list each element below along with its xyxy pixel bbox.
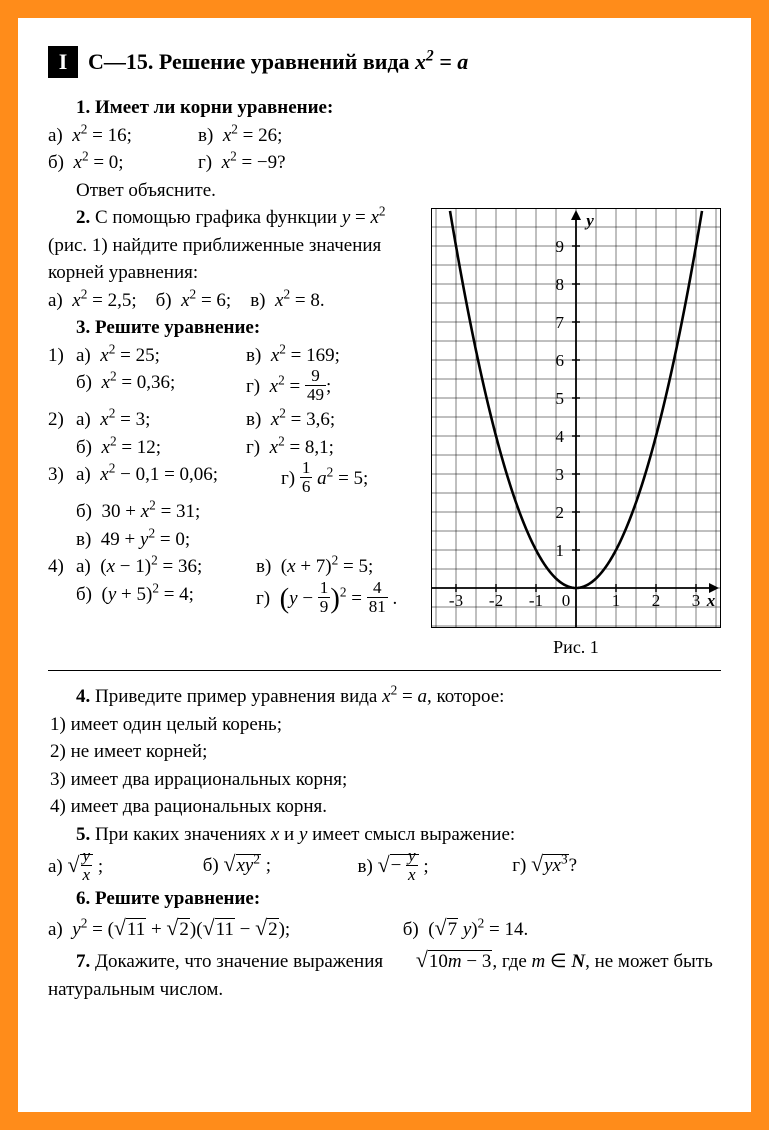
q3-3-r3: в) 49 + y2 = 0; — [48, 526, 417, 554]
divider — [48, 670, 721, 671]
svg-text:3: 3 — [556, 465, 565, 484]
q5-row: а) √yx ; б) √xy2 ; в) √− yx ; г) √yx3? — [48, 849, 721, 886]
q5-a: а) √yx ; — [48, 849, 198, 886]
svg-text:2: 2 — [652, 591, 661, 610]
q6-row: а) y2 = (√11 + √2)(√11 − √2); б) (√7 y)2… — [48, 913, 721, 945]
q1-b: б) x2 = 0; — [48, 149, 198, 177]
q3-2-r1: 2) а) x2 = 3; в) x2 = 3,6; — [48, 406, 417, 434]
title-text: Решение уравнений вида — [159, 49, 415, 74]
q5-g: г) √yx3? — [512, 849, 662, 881]
svg-text:y: y — [584, 211, 594, 230]
q1-row1: а) x2 = 16; в) x2 = 26; — [48, 122, 721, 150]
q7: 7. Докажите, что значение выражения √10m… — [48, 945, 721, 1004]
svg-text:1: 1 — [612, 591, 621, 610]
q3-4-r1: 4) а) (x − 1)2 = 36; в) (x + 7)2 = 5; — [48, 553, 417, 581]
q3-3-v: в) 49 + y2 = 0; — [76, 526, 190, 554]
badge: I — [48, 46, 78, 78]
svg-text:-2: -2 — [489, 591, 503, 610]
svg-text:9: 9 — [556, 237, 565, 256]
graph: -3 -2 -1 0 1 2 3 1 2 3 4 5 6 7 8 9y x — [431, 208, 721, 628]
svg-text:x: x — [706, 591, 716, 610]
graph-wrap: -3 -2 -1 0 1 2 3 1 2 3 4 5 6 7 8 9y x Рис. 1 — [431, 208, 721, 660]
q3-1-a: а) x2 = 25; — [76, 342, 246, 370]
q4-2: 2) не имеет корней; — [50, 738, 721, 766]
q4-3: 3) имеет два иррациональных корня; — [50, 766, 721, 794]
svg-text:6: 6 — [556, 351, 565, 370]
title: С—15. Решение уравнений вида x2 = a — [88, 46, 468, 78]
q3-4-a: а) (x − 1)2 = 36; — [76, 553, 256, 581]
q3-1-v: в) x2 = 169; — [246, 342, 416, 370]
svg-text:4: 4 — [556, 427, 565, 446]
svg-text:5: 5 — [556, 389, 565, 408]
q6-b: б) (√7 y)2 = 14. — [403, 913, 528, 945]
q3-3-g: г) 16 a2 = 5; — [281, 461, 368, 498]
svg-text:-3: -3 — [449, 591, 463, 610]
q4-4: 4) имеет два рациональных корня. — [50, 793, 721, 821]
q3-1-b: б) x2 = 0,36; — [76, 369, 246, 406]
q5-v: в) √− yx ; — [358, 849, 508, 886]
q2-a: а) x2 = 2,5; — [48, 290, 151, 311]
q6-a: а) y2 = (√11 + √2)(√11 − √2); — [48, 913, 398, 945]
q1-answer-note: Ответ объясните. — [48, 177, 721, 205]
q3-1-r1: 1) а) x2 = 25; в) x2 = 169; — [48, 342, 417, 370]
graph-svg: -3 -2 -1 0 1 2 3 1 2 3 4 5 6 7 8 9y x — [431, 208, 721, 628]
q3-4-v: в) (x + 7)2 = 5; — [256, 553, 373, 581]
q3-3-n: 3) — [48, 461, 76, 498]
graph-caption: Рис. 1 — [431, 634, 721, 660]
q3-3-r2: б) 30 + x2 = 31; — [48, 498, 417, 526]
q4-prompt: 4. Приведите пример уравнения вида x2 = … — [48, 683, 721, 711]
q3-1-g: г) x2 = 949; — [246, 369, 416, 406]
svg-text:1: 1 — [556, 541, 565, 560]
q6-prompt: 6. Решите уравнение: — [48, 885, 721, 913]
q3-2-r2: б) x2 = 12; г) x2 = 8,1; — [48, 434, 417, 462]
q5-b: б) √xy2 ; — [203, 849, 353, 881]
q3-1-n: 1) — [48, 342, 76, 370]
q1-v: в) x2 = 26; — [198, 122, 348, 150]
q4-1: 1) имеет один целый корень; — [50, 711, 721, 739]
q1-g: г) x2 = −9? — [198, 149, 348, 177]
q1-prompt: 1. Имеет ли корни уравнение: — [48, 94, 721, 122]
q3-1-r2: б) x2 = 0,36; г) x2 = 949; — [48, 369, 417, 406]
q3-2-a: а) x2 = 3; — [76, 406, 246, 434]
q1-a: а) x2 = 16; — [48, 122, 198, 150]
q3-2-g: г) x2 = 8,1; — [246, 434, 416, 462]
q3-2-b: б) x2 = 12; — [76, 434, 246, 462]
title-formula: x2 = a — [415, 49, 468, 74]
q3-4-r2: б) (y + 5)2 = 4; г) (y − 19)2 = 481 . — [48, 581, 417, 618]
page: I С—15. Решение уравнений вида x2 = a 1.… — [18, 18, 751, 1112]
q3-2-n: 2) — [48, 406, 76, 434]
header: I С—15. Решение уравнений вида x2 = a — [48, 46, 721, 78]
q3-4-n: 4) — [48, 553, 76, 581]
q4-list: 1) имеет один целый корень; 2) не имеет … — [48, 711, 721, 821]
svg-text:3: 3 — [692, 591, 701, 610]
q3-2-v: в) x2 = 3,6; — [246, 406, 416, 434]
title-prefix: С—15. — [88, 49, 153, 74]
svg-text:2: 2 — [556, 503, 565, 522]
q3-4-b: б) (y + 5)2 = 4; — [76, 581, 256, 618]
q2-v: в) x2 = 8. — [250, 290, 324, 311]
q3-4-g: г) (y − 19)2 = 481 . — [256, 581, 397, 618]
svg-text:8: 8 — [556, 275, 565, 294]
svg-text:7: 7 — [556, 313, 565, 332]
svg-text:-1: -1 — [529, 591, 543, 610]
q2-b: б) x2 = 6; — [156, 290, 246, 311]
q3-3-r1: 3) а) x2 − 0,1 = 0,06; г) 16 a2 = 5; — [48, 461, 417, 498]
q5-prompt: 5. При каких значениях x и y имеет смысл… — [48, 821, 721, 849]
q1-row2: б) x2 = 0; г) x2 = −9? — [48, 149, 721, 177]
q3-3-b: б) 30 + x2 = 31; — [76, 498, 200, 526]
svg-text:0: 0 — [562, 591, 571, 610]
q3-3-a: а) x2 − 0,1 = 0,06; — [76, 461, 281, 498]
